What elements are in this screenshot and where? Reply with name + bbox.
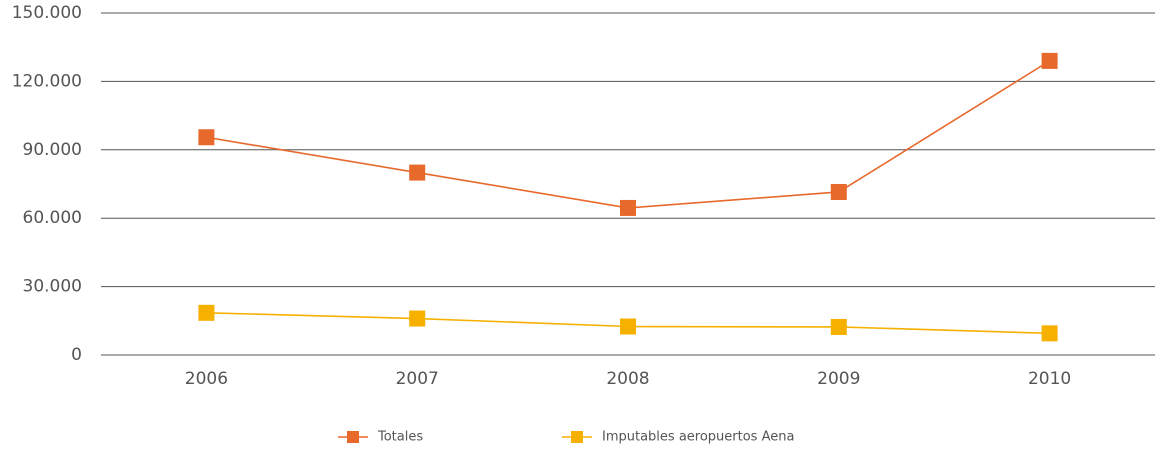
- y-tick-label: 150.000: [12, 3, 82, 23]
- y-tick-label: 0: [71, 345, 82, 365]
- y-tick-label: 90.000: [23, 140, 82, 160]
- x-tick-label: 2008: [606, 369, 649, 389]
- x-tick-label: 2006: [185, 369, 228, 389]
- point-marker: [409, 310, 426, 327]
- point-marker: [198, 129, 215, 146]
- legend: Totales: [377, 430, 423, 445]
- x-tick-label: 2010: [1028, 369, 1071, 389]
- point-marker: [1041, 325, 1058, 342]
- y-tick-label: 120.000: [12, 71, 82, 91]
- series-line: [206, 60, 1051, 209]
- point-marker: [198, 304, 215, 321]
- legend-marker: [347, 431, 359, 443]
- legend-marker: [571, 431, 583, 443]
- y-tick-label: 60.000: [23, 208, 82, 228]
- x-tick-label: 2007: [396, 369, 439, 389]
- point-marker: [830, 318, 847, 335]
- y-tick-label: 30.000: [23, 277, 82, 297]
- point-marker: [620, 318, 636, 335]
- point-marker: [830, 183, 847, 200]
- point-marker: [409, 164, 426, 181]
- x-tick-label: 2009: [817, 369, 860, 389]
- legend: Imputables aeropuertos Aena: [602, 430, 794, 445]
- point-marker: [620, 199, 636, 216]
- point-marker: [1041, 52, 1058, 69]
